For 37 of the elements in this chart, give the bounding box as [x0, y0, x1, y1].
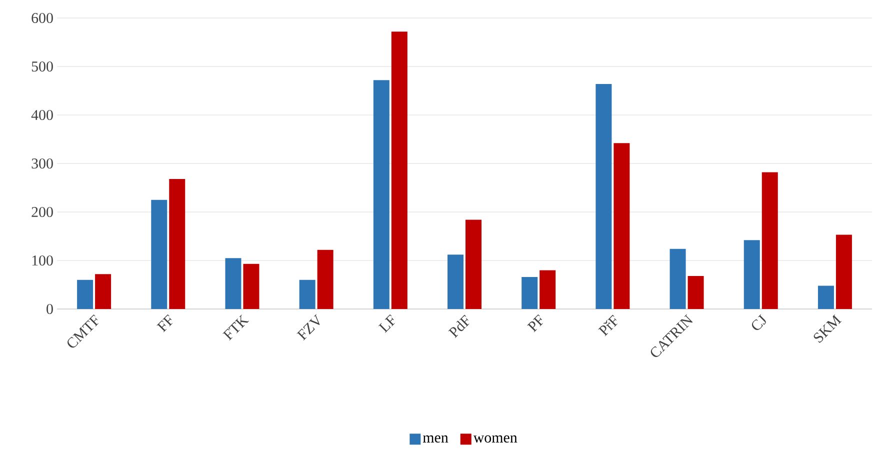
bar — [762, 172, 778, 309]
bar — [836, 234, 852, 309]
bar — [77, 280, 94, 309]
y-tick-label: 200 — [32, 206, 53, 218]
bar — [169, 179, 186, 309]
bar — [540, 270, 556, 309]
bar — [299, 280, 316, 309]
bar — [95, 274, 112, 309]
legend-label: women — [473, 435, 518, 443]
bar — [448, 254, 464, 309]
x-tick-label: PřF — [598, 314, 618, 336]
bar — [614, 143, 630, 309]
y-tick-label: 300 — [32, 158, 53, 169]
bar — [522, 276, 538, 309]
bar — [744, 240, 760, 309]
bar — [151, 200, 168, 309]
legend-label: men — [422, 435, 448, 443]
bar — [373, 80, 390, 309]
bar — [596, 84, 612, 309]
y-tick-label: 500 — [32, 61, 53, 72]
bar — [225, 258, 242, 309]
bar — [243, 264, 260, 309]
y-tick-label: 600 — [32, 12, 53, 24]
x-tick-label: LF — [378, 314, 395, 333]
x-tick-label: PF — [527, 314, 543, 332]
x-tick-label: CJ — [752, 314, 766, 330]
bar — [670, 248, 686, 309]
x-tick-label: FF — [156, 314, 173, 332]
bar — [391, 32, 408, 309]
x-tick-label: PdF — [448, 314, 470, 338]
bar — [688, 276, 704, 309]
bar — [818, 286, 834, 309]
y-tick-label: 400 — [31, 110, 53, 120]
y-tick-label: 0 — [46, 304, 53, 314]
bar — [466, 220, 482, 309]
bar — [317, 250, 334, 309]
y-tick-label: 100 — [32, 255, 53, 266]
